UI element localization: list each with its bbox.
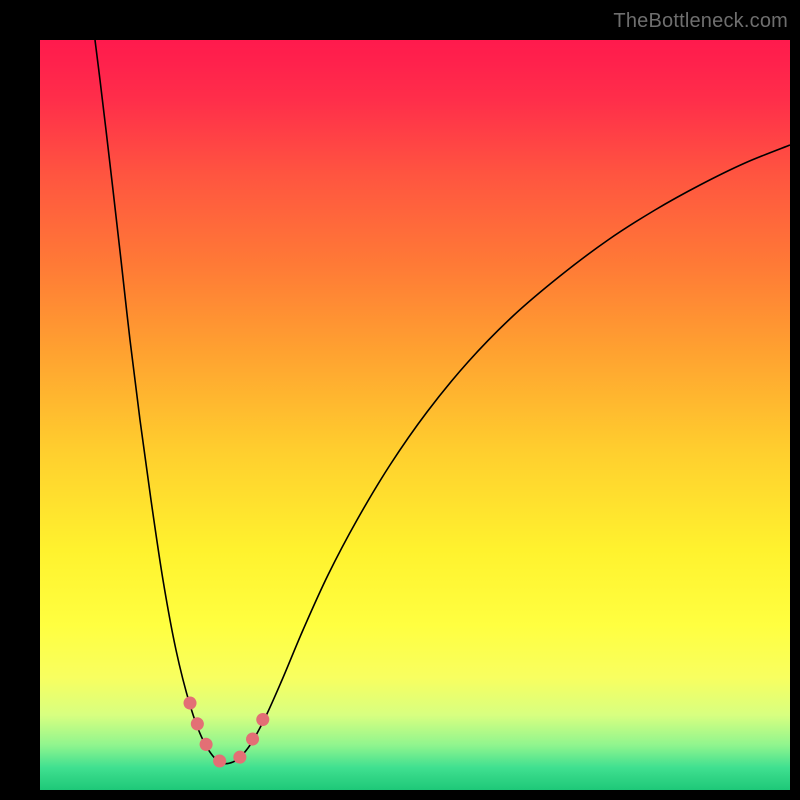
background-gradient <box>40 40 790 790</box>
chart-stage: TheBottleneck.com <box>0 0 800 800</box>
watermark-text: TheBottleneck.com <box>613 10 788 33</box>
